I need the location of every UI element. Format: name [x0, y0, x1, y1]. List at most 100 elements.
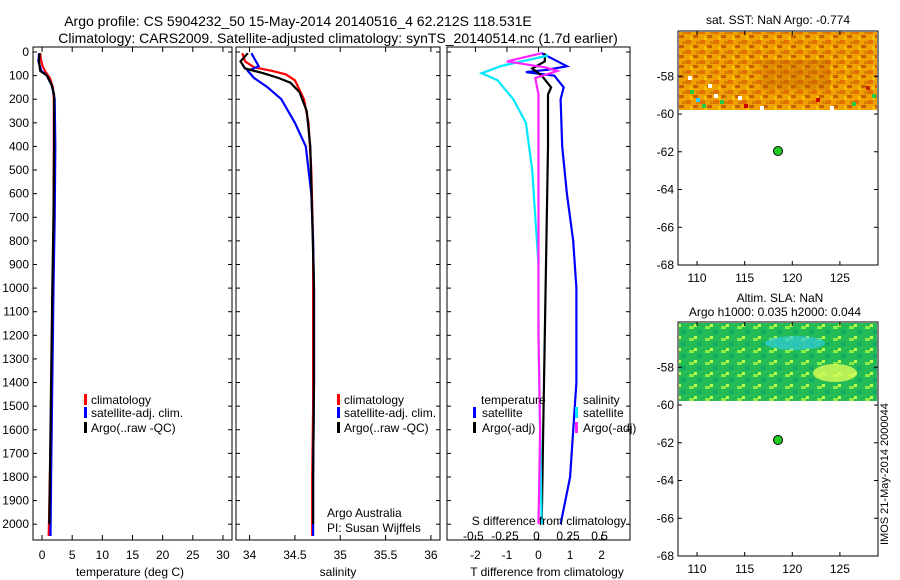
map-x-tick-label: 115 — [735, 562, 754, 576]
t-difference-axis-ticks: -2 -1 0 1 2 — [470, 47, 605, 562]
series-line-temperature-satellite — [525, 52, 578, 525]
y-tick-label: 0 — [22, 45, 29, 59]
legend-label-temp-argo: Argo(-adj) — [482, 421, 535, 435]
sla-map-panel: Altim. SLA: NaN Argo h1000: 0.035 h2000:… — [657, 291, 879, 576]
sst-field-shade — [760, 60, 830, 90]
legend-label-temp-satellite: satellite — [482, 406, 523, 420]
x-tick-label: 30 — [216, 548, 230, 562]
legend-swatch-satellite-adj — [337, 407, 340, 418]
difference-legend: temperature salinity satellite Argo(-adj… — [473, 393, 636, 435]
temperature-xlabel: temperature (deg C) — [76, 565, 184, 579]
y-tick-label: 1300 — [2, 352, 29, 366]
y-tick-label: 700 — [9, 210, 29, 224]
legend-label-satellite-adj: satellite-adj. clim. — [91, 406, 183, 420]
legend-swatch-sal-satellite — [575, 407, 578, 418]
map-pixel — [696, 98, 700, 102]
map-y-tick-label: -68 — [657, 549, 675, 563]
sst-map-ticks: 110 115 120 125 -58 -60 -62 -64 -66 -68 — [657, 31, 878, 285]
legend-label-sal-satellite: satellite — [583, 406, 624, 420]
x-tick-label: 0 — [39, 548, 46, 562]
s-difference-top-label: S difference from climatology — [472, 514, 627, 528]
y-tick-label: 2000 — [2, 517, 29, 531]
map-pixel — [738, 96, 742, 100]
map-x-tick-label: 110 — [687, 271, 706, 285]
map-pixel — [702, 104, 706, 108]
figure-title-line2: Climatology: CARS2009. Satellite-adjuste… — [58, 30, 618, 46]
y-tick-label: 800 — [9, 234, 29, 248]
x-tick-label: 36 — [424, 548, 438, 562]
map-y-tick-label: -58 — [657, 360, 675, 374]
map-pixel — [852, 102, 856, 106]
legend-swatch-temp-argo — [473, 422, 476, 433]
map-y-tick-label: -68 — [657, 258, 675, 272]
argo-position-marker — [773, 146, 783, 156]
sla-map-title: Altim. SLA: NaN — [737, 291, 824, 305]
map-pixel — [816, 98, 820, 102]
map-x-tick-label: 120 — [782, 562, 802, 576]
legend-swatch-argo — [337, 422, 340, 433]
map-y-tick-label: -60 — [657, 398, 675, 412]
series-line-salinity-argo-adj- — [506, 52, 562, 525]
sst-missing-pixels — [688, 76, 876, 110]
legend-label-sal-argo: Argo(-adj) — [583, 421, 636, 435]
s-difference-tick-label: -0.5 — [463, 529, 484, 543]
x-tick-label: 5 — [69, 548, 76, 562]
sst-field — [679, 32, 877, 110]
legend-swatch-temp-satellite — [473, 407, 476, 418]
x-tick-label: 15 — [126, 548, 140, 562]
y-tick-label: 1400 — [2, 376, 29, 390]
pi-annotation: PI: Susan Wijffels — [327, 521, 421, 535]
map-y-tick-label: -66 — [657, 511, 675, 525]
salinity-depth-ticks — [236, 51, 440, 525]
map-pixel — [866, 86, 870, 90]
x-tick-label: 25 — [186, 548, 200, 562]
map-pixel — [872, 94, 876, 98]
legend-swatch-satellite-adj — [84, 407, 87, 418]
series-line-argo-raw-qc- — [239, 52, 316, 525]
legend-swatch-climatology — [84, 394, 87, 405]
x-tick-label: 35.5 — [374, 548, 398, 562]
legend-label-argo: Argo(..raw -QC) — [344, 421, 429, 435]
y-tick-label: 200 — [9, 92, 29, 106]
salinity-legend: climatology satellite-adj. clim. Argo(..… — [337, 393, 436, 435]
salinity-panel: 34 34.5 35 35.5 36 salinity climatology sate… — [235, 46, 441, 579]
argo-position-marker — [773, 435, 783, 445]
temperature-legend: climatology satellite-adj. clim. Argo(..… — [84, 393, 183, 435]
map-x-tick-label: 115 — [735, 271, 754, 285]
sst-map-panel: sat. SST: NaN Argo: -0.774 110 115 120 125 -… — [657, 13, 879, 285]
map-y-tick-label: -62 — [657, 145, 675, 159]
s-difference-tick-label: -0.25 — [491, 529, 519, 543]
figure-title-line1: Argo profile: CS 5904232_50 15-May-2014 … — [64, 13, 532, 29]
x-tick-label: 2 — [598, 548, 605, 562]
legend-swatch-climatology — [337, 394, 340, 405]
difference-lines — [478, 52, 578, 525]
y-tick-label: 600 — [9, 187, 29, 201]
sst-map-title: sat. SST: NaN Argo: -0.774 — [706, 13, 850, 27]
temperature-axis-ticks: 0 5 10 15 20 25 30 — [39, 47, 230, 562]
map-pixel — [688, 76, 692, 80]
y-tick-label: 1100 — [3, 305, 29, 319]
legend-header-temperature: temperature — [481, 393, 546, 407]
s-difference-tick-label: 0.5 — [591, 529, 608, 543]
y-tick-label: 100 — [9, 69, 29, 83]
s-difference-tick-label: 0 — [533, 529, 540, 543]
map-pixel — [714, 94, 718, 98]
x-tick-label: 0 — [535, 548, 542, 562]
map-pixel — [690, 90, 694, 94]
difference-panel: -2 -1 0 1 2 S difference from climatology -0… — [446, 46, 636, 579]
s-difference-axis-ticks: -0.5 -0.25 0 0.25 0.5 — [463, 529, 608, 543]
y-tick-label: 1200 — [2, 328, 29, 342]
x-tick-label: 34.5 — [283, 548, 307, 562]
y-tick-label: 500 — [9, 163, 29, 177]
series-line-argo-raw-qc- — [37, 53, 56, 525]
map-y-tick-label: -62 — [657, 436, 675, 450]
legend-label-climatology: climatology — [91, 393, 151, 407]
difference-depth-ticks — [447, 51, 630, 525]
legend-label-satellite-adj: satellite-adj. clim. — [344, 406, 436, 420]
y-tick-label: 1000 — [2, 281, 29, 295]
y-tick-label: 400 — [9, 139, 29, 153]
legend-swatch-argo — [84, 422, 87, 433]
map-x-tick-label: 125 — [830, 562, 850, 576]
map-y-tick-label: -58 — [657, 69, 675, 83]
legend-label-argo: Argo(..raw -QC) — [91, 421, 176, 435]
